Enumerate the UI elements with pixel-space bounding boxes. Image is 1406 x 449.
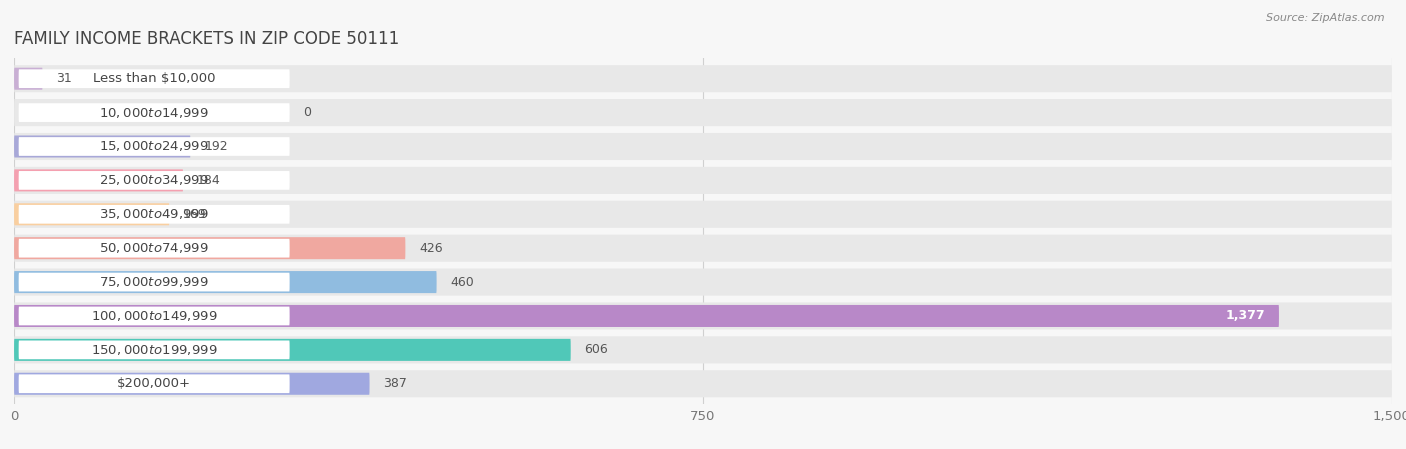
- FancyBboxPatch shape: [14, 336, 1392, 363]
- FancyBboxPatch shape: [14, 65, 1392, 92]
- FancyBboxPatch shape: [14, 136, 190, 158]
- FancyBboxPatch shape: [14, 271, 437, 293]
- FancyBboxPatch shape: [18, 307, 290, 326]
- Text: 606: 606: [585, 343, 609, 357]
- FancyBboxPatch shape: [14, 169, 183, 191]
- FancyBboxPatch shape: [18, 171, 290, 190]
- FancyBboxPatch shape: [14, 133, 1392, 160]
- Text: 31: 31: [56, 72, 72, 85]
- Text: $50,000 to $74,999: $50,000 to $74,999: [100, 241, 209, 255]
- Text: 387: 387: [384, 377, 408, 390]
- Text: $15,000 to $24,999: $15,000 to $24,999: [100, 140, 209, 154]
- Text: 169: 169: [183, 208, 207, 221]
- FancyBboxPatch shape: [14, 68, 42, 90]
- Text: $150,000 to $199,999: $150,000 to $199,999: [91, 343, 218, 357]
- Text: $25,000 to $34,999: $25,000 to $34,999: [100, 173, 209, 187]
- Text: $100,000 to $149,999: $100,000 to $149,999: [91, 309, 218, 323]
- FancyBboxPatch shape: [18, 137, 290, 156]
- Text: Source: ZipAtlas.com: Source: ZipAtlas.com: [1267, 13, 1385, 23]
- FancyBboxPatch shape: [18, 69, 290, 88]
- FancyBboxPatch shape: [14, 201, 1392, 228]
- Text: 192: 192: [204, 140, 228, 153]
- Text: 460: 460: [450, 276, 474, 289]
- FancyBboxPatch shape: [14, 373, 370, 395]
- FancyBboxPatch shape: [18, 239, 290, 258]
- FancyBboxPatch shape: [14, 269, 1392, 295]
- FancyBboxPatch shape: [18, 103, 290, 122]
- FancyBboxPatch shape: [14, 303, 1392, 330]
- FancyBboxPatch shape: [18, 205, 290, 224]
- FancyBboxPatch shape: [14, 339, 571, 361]
- FancyBboxPatch shape: [14, 237, 405, 259]
- FancyBboxPatch shape: [18, 340, 290, 359]
- Text: $200,000+: $200,000+: [117, 377, 191, 390]
- FancyBboxPatch shape: [14, 99, 1392, 126]
- Text: 426: 426: [419, 242, 443, 255]
- Text: $35,000 to $49,999: $35,000 to $49,999: [100, 207, 209, 221]
- FancyBboxPatch shape: [14, 235, 1392, 262]
- FancyBboxPatch shape: [14, 370, 1392, 397]
- FancyBboxPatch shape: [18, 374, 290, 393]
- Text: FAMILY INCOME BRACKETS IN ZIP CODE 50111: FAMILY INCOME BRACKETS IN ZIP CODE 50111: [14, 31, 399, 48]
- FancyBboxPatch shape: [14, 203, 169, 225]
- Text: $75,000 to $99,999: $75,000 to $99,999: [100, 275, 209, 289]
- Text: 1,377: 1,377: [1226, 309, 1265, 322]
- FancyBboxPatch shape: [18, 273, 290, 291]
- Text: 0: 0: [304, 106, 311, 119]
- Text: 184: 184: [197, 174, 221, 187]
- Text: $10,000 to $14,999: $10,000 to $14,999: [100, 106, 209, 119]
- FancyBboxPatch shape: [14, 167, 1392, 194]
- FancyBboxPatch shape: [14, 305, 1279, 327]
- Text: Less than $10,000: Less than $10,000: [93, 72, 215, 85]
